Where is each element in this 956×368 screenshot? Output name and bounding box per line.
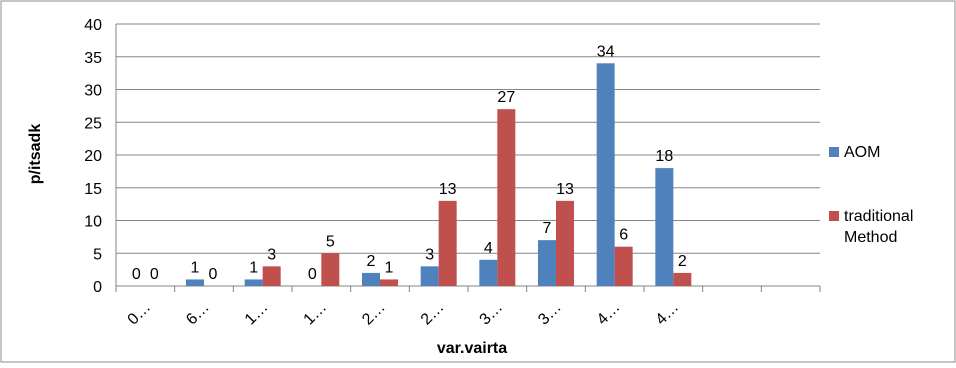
bars [186, 63, 692, 287]
y-tick-label: 15 [84, 181, 102, 198]
bar-traditional-method [438, 200, 457, 286]
bar-aom [655, 168, 674, 286]
y-tick-labels: 0 5 10 15 20 25 30 35 40 [84, 17, 102, 296]
data-label: 34 [597, 43, 615, 60]
legend-swatch [829, 147, 839, 157]
data-label: 5 [326, 233, 335, 250]
data-label: 6 [619, 227, 628, 244]
data-label: 0 [308, 266, 317, 283]
data-label: 18 [655, 148, 673, 165]
y-tick-label: 10 [84, 214, 102, 231]
data-label: 0 [132, 266, 141, 283]
legend-label: Method [844, 229, 897, 246]
data-label: 4 [484, 240, 493, 257]
y-tick-label: 30 [84, 83, 102, 100]
data-label: 0 [150, 266, 159, 283]
y-tick-label: 20 [84, 148, 102, 165]
data-label: 1 [249, 259, 258, 276]
y-tick-label: 40 [84, 17, 102, 34]
bar-traditional-method [497, 109, 516, 287]
y-axis-title: p/itsadk [27, 124, 44, 185]
legend-label: AOM [844, 144, 880, 161]
data-label: 3 [267, 246, 276, 263]
bar-aom [186, 279, 204, 286]
data-label: 7 [543, 220, 552, 237]
x-axis-title: var.vairta [437, 340, 507, 357]
bar-traditional-method [380, 279, 398, 286]
data-label: 0 [209, 266, 218, 283]
y-tick-label: 5 [93, 246, 102, 263]
bar-traditional-method [556, 200, 574, 286]
legend: AOM traditional Method [829, 144, 913, 246]
y-tick-label: 25 [84, 115, 102, 132]
data-label: 13 [439, 181, 457, 198]
data-label: 2 [367, 253, 376, 270]
data-label: 3 [425, 246, 434, 263]
bar-traditional-method [614, 246, 633, 286]
y-tick-label: 35 [84, 50, 102, 67]
bar-aom [362, 272, 380, 286]
data-label: 27 [497, 89, 515, 106]
bar-aom [244, 279, 263, 286]
legend-label: traditional [844, 208, 913, 225]
legend-swatch [829, 211, 839, 221]
bar-traditional-method [673, 272, 692, 286]
bar-traditional-method [321, 253, 340, 286]
gridlines [116, 23, 820, 254]
data-label: 1 [191, 259, 200, 276]
bar-aom [479, 259, 498, 286]
data-label: 2 [678, 253, 687, 270]
data-label: 1 [385, 259, 394, 276]
bar-traditional-method [262, 266, 281, 286]
bar-aom [420, 266, 439, 286]
axes [115, 24, 821, 292]
bar-aom [538, 240, 556, 286]
data-label: 13 [556, 181, 574, 198]
y-tick-label: 0 [93, 279, 102, 296]
bar-aom [596, 63, 615, 286]
